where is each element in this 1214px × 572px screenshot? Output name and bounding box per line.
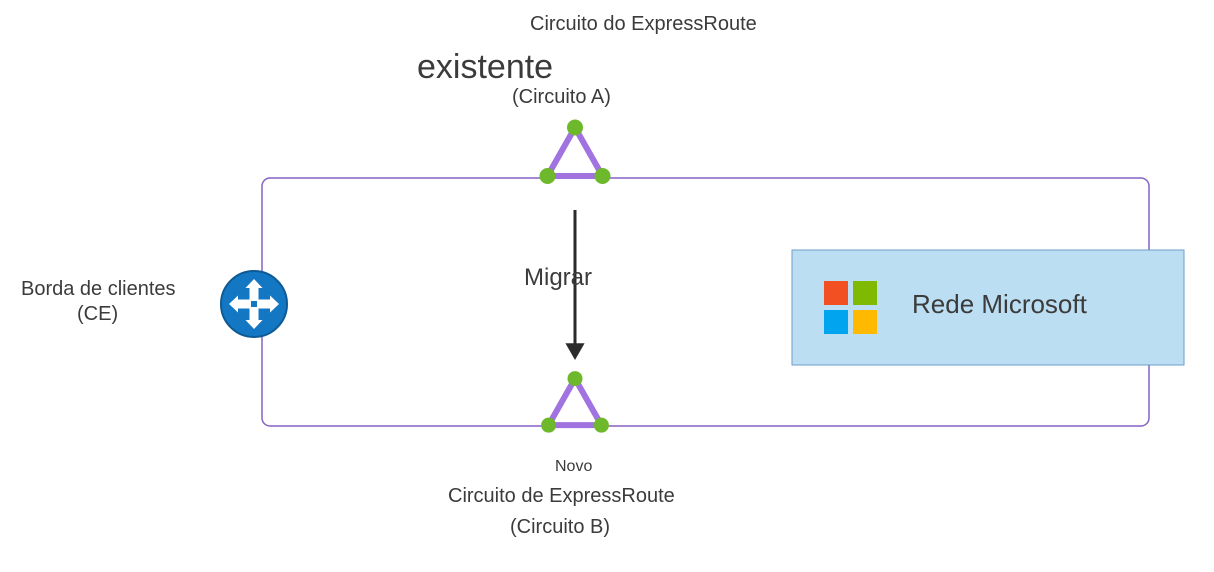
label-circuito-a: (Circuito A)	[512, 86, 611, 109]
label-bottom-title: Circuito de ExpressRoute	[448, 485, 675, 508]
router-icon	[221, 271, 287, 337]
label-existente: existente	[417, 48, 553, 87]
label-top-title: Circuito do ExpressRoute	[530, 13, 757, 36]
label-migrar: Migrar	[524, 264, 592, 292]
expressroute-bottom-icon	[541, 371, 609, 433]
label-ms: Rede Microsoft	[912, 289, 1087, 320]
expressroute-top-icon	[540, 120, 611, 185]
label-ce-line1: Borda de clientes	[21, 278, 176, 301]
label-novo: Novo	[555, 458, 592, 476]
label-ce-line2: (CE)	[77, 303, 118, 326]
label-circuito-b: (Circuito B)	[510, 516, 610, 539]
